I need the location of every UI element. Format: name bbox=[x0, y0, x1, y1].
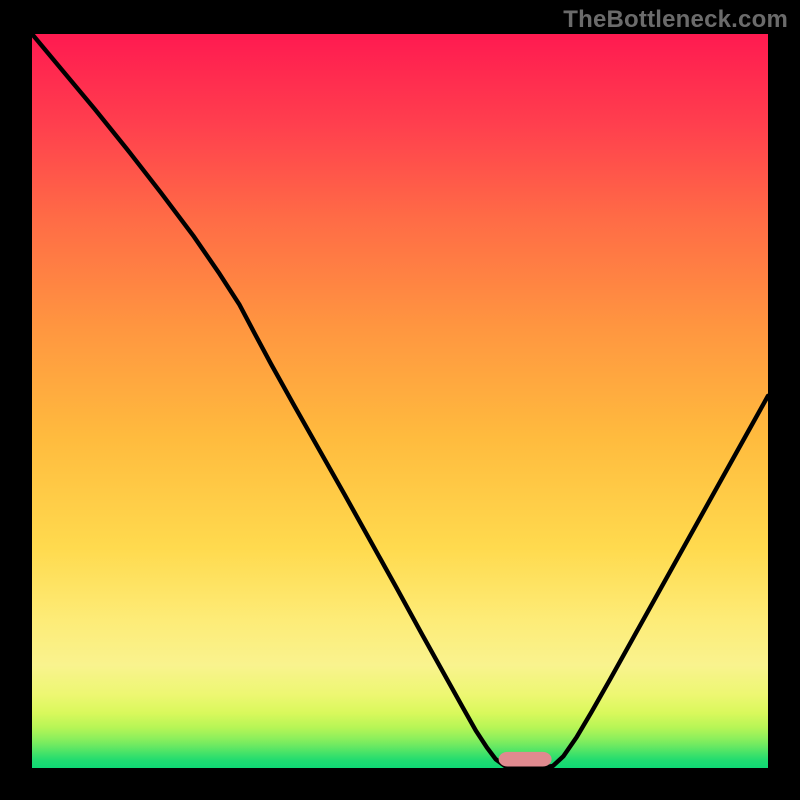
optimal-marker bbox=[499, 752, 552, 767]
chart-frame: TheBottleneck.com bbox=[0, 0, 800, 800]
plot-svg bbox=[32, 34, 768, 768]
watermark-text: TheBottleneck.com bbox=[563, 6, 788, 34]
plot-area bbox=[32, 34, 768, 768]
gradient-background bbox=[32, 34, 768, 768]
